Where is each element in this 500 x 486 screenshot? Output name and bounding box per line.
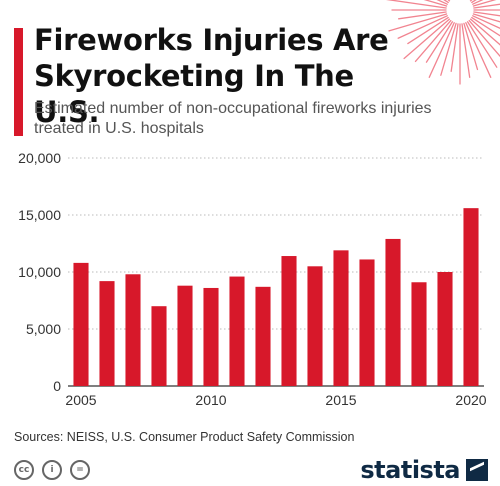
x-tick-label: 2010 [195,392,226,408]
bar [255,286,271,386]
y-tick-label: 0 [53,378,61,394]
bar [437,272,453,386]
attribution-icon[interactable]: i [42,460,62,480]
x-tick-label: 2020 [455,392,486,408]
cc-icon[interactable]: cc [14,460,34,480]
y-tick-label: 15,000 [18,207,61,223]
bar [99,281,115,386]
bar [203,287,219,386]
no-derivatives-icon[interactable]: = [70,460,90,480]
x-axis-ticks: 2005 2010 2015 2020 [65,392,486,408]
bar [385,238,401,386]
accent-bar [14,28,23,136]
chart-title: Fireworks Injuries Are Skyrocketing In T… [34,23,389,129]
source-note: Sources: NEISS, U.S. Consumer Product Sa… [14,430,355,444]
bar [229,276,245,386]
bar [359,259,375,386]
brand-name: statista [360,456,460,484]
y-tick-label: 20,000 [18,150,61,166]
y-axis-ticks: 0 5,000 10,000 15,000 20,000 [18,150,61,394]
brand-mark-icon [466,459,488,481]
y-tick-label: 5,000 [26,321,61,337]
y-tick-label: 10,000 [18,264,61,280]
bars [73,208,479,386]
bar [151,306,167,386]
firework-graphic [386,0,500,85]
bar [333,250,349,386]
bar [177,285,193,386]
bar [73,262,89,386]
x-tick-label: 2005 [65,392,96,408]
bar [307,266,323,386]
bar [281,256,297,386]
license-icons: cc i = [14,460,90,480]
bar [411,282,427,386]
chart-subtitle: Estimated number of non-occupational fir… [34,100,432,137]
bar-chart: 0 5,000 10,000 15,000 20,000 2005 2010 2015 202… [18,150,487,408]
x-tick-label: 2015 [325,392,356,408]
bar [463,208,479,386]
statista-logo[interactable]: statista [360,456,488,484]
bar [125,274,141,386]
